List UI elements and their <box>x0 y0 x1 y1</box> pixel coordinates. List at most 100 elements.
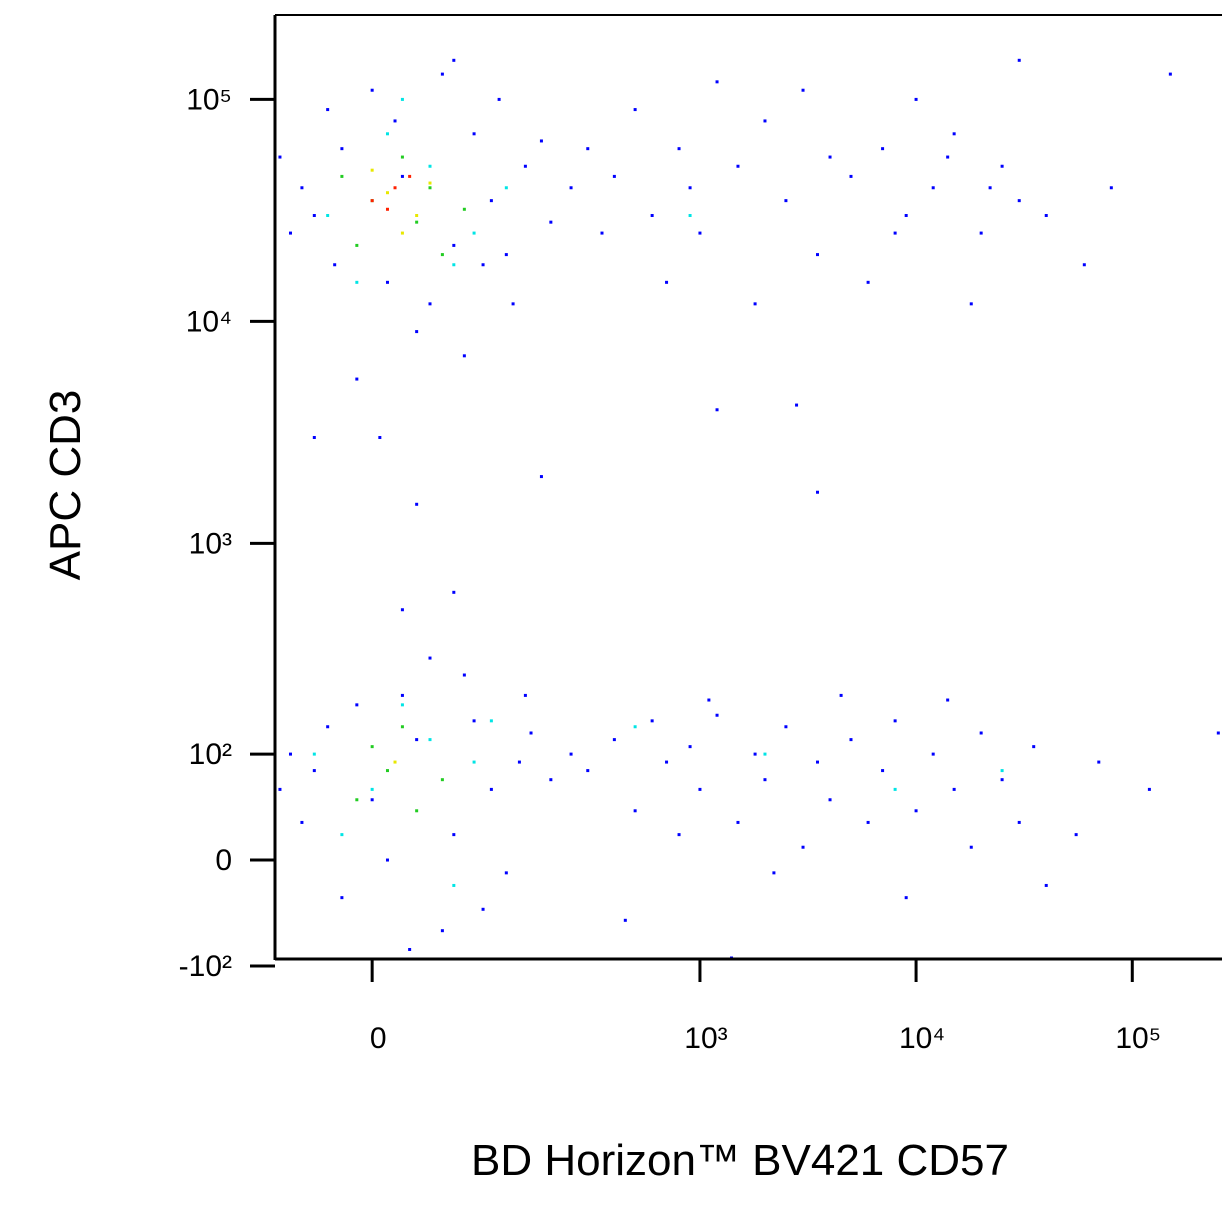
point <box>772 871 776 875</box>
point <box>1017 820 1021 824</box>
point <box>881 147 885 151</box>
point <box>428 738 432 742</box>
point <box>665 760 669 764</box>
point <box>677 833 681 837</box>
point <box>393 760 397 764</box>
point <box>340 174 344 178</box>
point <box>415 738 419 742</box>
point <box>472 132 476 136</box>
point <box>816 253 820 257</box>
point <box>1017 199 1021 203</box>
x-tick-label: 10⁴ <box>899 1022 945 1055</box>
point <box>665 280 669 284</box>
point <box>333 263 337 267</box>
point <box>489 787 493 791</box>
point <box>400 174 404 178</box>
point <box>415 214 419 218</box>
point <box>440 929 444 933</box>
point <box>504 871 508 875</box>
point <box>1109 186 1113 190</box>
point <box>586 147 590 151</box>
point <box>370 88 374 92</box>
point <box>828 155 832 159</box>
point <box>400 231 404 235</box>
point <box>698 787 702 791</box>
point <box>481 263 485 267</box>
point <box>763 752 767 756</box>
point <box>393 119 397 123</box>
point <box>650 214 654 218</box>
point <box>462 354 466 358</box>
point <box>946 698 950 702</box>
point <box>633 108 637 112</box>
x-tick-label: 10³ <box>684 1022 727 1055</box>
point <box>969 845 973 849</box>
point <box>688 214 692 218</box>
point <box>549 220 553 224</box>
point <box>763 119 767 123</box>
point <box>428 302 432 306</box>
point <box>355 243 359 247</box>
point <box>504 253 508 257</box>
point <box>452 58 456 62</box>
point <box>440 778 444 782</box>
points <box>278 58 1220 960</box>
point <box>400 693 404 697</box>
point <box>452 590 456 594</box>
point <box>698 231 702 235</box>
point <box>1082 263 1086 267</box>
point <box>952 132 956 136</box>
point <box>326 214 330 218</box>
point <box>979 731 983 735</box>
point <box>312 752 316 756</box>
point <box>415 220 419 224</box>
point <box>1000 769 1004 773</box>
point <box>839 693 843 697</box>
point <box>385 191 389 195</box>
point <box>816 760 820 764</box>
point <box>385 207 389 211</box>
point <box>385 280 389 284</box>
point <box>586 769 590 773</box>
point <box>904 214 908 218</box>
point <box>489 719 493 723</box>
point <box>370 199 374 203</box>
y-tick-label: -10² <box>179 950 232 983</box>
point <box>784 199 788 203</box>
point <box>340 896 344 900</box>
point <box>288 752 292 756</box>
point <box>355 703 359 707</box>
y-axis-title: APC CD3 <box>41 390 90 581</box>
point <box>736 820 740 824</box>
y-tick-label: 10² <box>189 738 232 771</box>
point <box>801 88 805 92</box>
point <box>400 608 404 612</box>
point <box>688 745 692 749</box>
x-tick-label: 10⁵ <box>1115 1022 1161 1055</box>
point <box>300 820 304 824</box>
point <box>326 725 330 729</box>
point <box>904 896 908 900</box>
point <box>428 186 432 190</box>
point <box>893 231 897 235</box>
point <box>408 947 412 951</box>
point <box>866 820 870 824</box>
point <box>415 502 419 506</box>
y-tick-label: 10⁴ <box>186 305 232 338</box>
point <box>415 330 419 334</box>
point <box>400 703 404 707</box>
point <box>539 475 543 479</box>
point <box>914 97 918 101</box>
point <box>355 280 359 284</box>
y-tick-label: 0 <box>215 844 232 877</box>
x-axis-title: BD Horizon™ BV421 CD57 <box>471 1136 1009 1185</box>
point <box>677 147 681 151</box>
y-tick-label: 10⁵ <box>186 83 232 116</box>
point <box>385 132 389 136</box>
point <box>452 243 456 247</box>
point <box>529 731 533 735</box>
point <box>489 199 493 203</box>
point <box>400 155 404 159</box>
point <box>914 809 918 813</box>
point <box>511 302 515 306</box>
